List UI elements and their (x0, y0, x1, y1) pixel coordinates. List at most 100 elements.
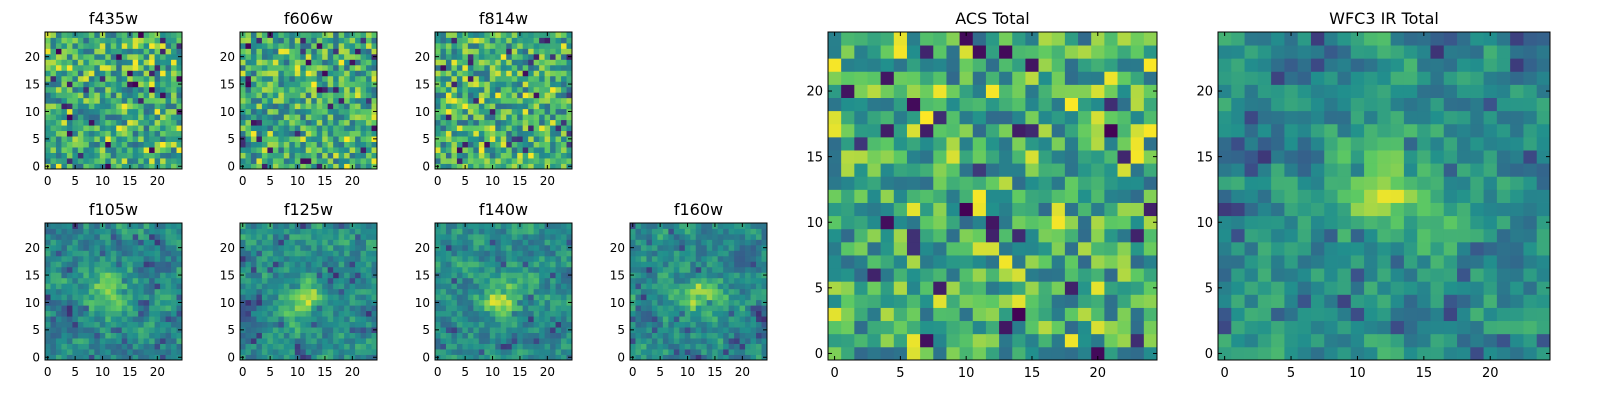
heatmap-cell (143, 70, 150, 77)
heatmap-cell (630, 305, 636, 312)
heatmap-cell (739, 321, 746, 328)
heatmap-cell (272, 81, 279, 88)
heatmap-cell (484, 42, 491, 49)
heatmap-cell (250, 244, 257, 251)
heatmap-cell (1091, 294, 1105, 308)
heatmap-cell (176, 310, 183, 317)
heatmap-cell (121, 255, 128, 262)
heatmap-cell (300, 244, 307, 251)
heatmap-cell (478, 136, 485, 142)
heatmap-cell (338, 59, 345, 66)
heatmap-cell (651, 316, 658, 323)
heatmap-cell (132, 81, 139, 88)
heatmap-cell (668, 316, 675, 323)
heatmap-cell (143, 86, 150, 93)
heatmap-cell (143, 103, 150, 110)
heatmap-cell (360, 228, 367, 235)
heatmap-cell (533, 250, 540, 257)
heatmap-cell (451, 343, 458, 350)
heatmap-cell (61, 42, 68, 49)
heatmap-cell (171, 288, 177, 295)
heatmap-cell (723, 272, 730, 279)
heatmap-cell (300, 152, 307, 159)
heatmap-cell (333, 244, 340, 251)
heatmap-cell (333, 70, 340, 77)
heatmap-cell (533, 239, 540, 246)
heatmap-cell (105, 250, 112, 257)
heatmap-cell (333, 75, 340, 82)
heatmap-cell (462, 255, 469, 262)
heatmap-cell (283, 266, 290, 273)
heatmap-cell (1143, 307, 1158, 322)
heatmap-cell (316, 125, 323, 132)
heatmap-cell (45, 130, 51, 137)
heatmap-cell (240, 86, 246, 93)
heatmap-cell (445, 103, 452, 110)
heatmap-cell (728, 327, 735, 333)
heatmap-cell (261, 97, 268, 104)
heatmap-cell (311, 59, 318, 66)
heatmap-cell (250, 255, 257, 262)
heatmap-cell (289, 81, 296, 88)
heatmap-cell (250, 305, 257, 312)
heatmap-cell (734, 338, 740, 344)
heatmap-cell (484, 136, 491, 142)
heatmap-cell (566, 277, 573, 284)
heatmap-cell (435, 255, 441, 262)
heatmap-cell (761, 321, 768, 328)
heatmap-cell (311, 81, 318, 88)
heatmap-cell (88, 332, 95, 339)
heatmap-cell (45, 338, 51, 344)
heatmap-cell (283, 103, 290, 110)
heatmap-cell (739, 261, 746, 268)
heatmap-cell (338, 321, 345, 328)
heatmap-cell (50, 327, 57, 333)
heatmap-cell (920, 320, 934, 335)
heatmap-cell (435, 48, 441, 55)
heatmap-cell (360, 92, 367, 99)
heatmap-cell (561, 59, 567, 66)
heatmap-cell (1025, 307, 1039, 322)
heatmap-cell (999, 215, 1013, 230)
heatmap-cell (316, 244, 323, 251)
heatmap-cell (467, 338, 474, 344)
heatmap-cell (94, 141, 101, 148)
heatmap-cell (305, 64, 312, 71)
heatmap-cell (72, 103, 79, 110)
heatmap-cell (88, 299, 95, 306)
heatmap-cell (880, 294, 895, 308)
heatmap-cell (435, 37, 441, 44)
heatmap-cell (544, 277, 551, 284)
heatmap-cell (484, 59, 491, 66)
heatmap-cell (522, 42, 529, 49)
heatmap-cell (160, 97, 166, 104)
heatmap-cell (138, 338, 145, 344)
heatmap-cell (371, 125, 378, 132)
heatmap-cell (946, 202, 960, 217)
heatmap-cell (695, 288, 702, 295)
heatmap-cell (300, 327, 307, 333)
heatmap-cell (289, 299, 296, 306)
heatmap-cell (327, 310, 334, 317)
heatmap-cell (533, 92, 540, 99)
heatmap-cell (72, 255, 79, 262)
heatmap-cell (344, 299, 350, 306)
x-tick-label: 15 (512, 174, 527, 188)
heatmap-cell (289, 158, 296, 164)
heatmap-cell (127, 316, 134, 323)
heatmap-cell (451, 103, 458, 110)
heatmap-cell (684, 261, 691, 268)
heatmap-cell (366, 75, 372, 82)
heatmap-cell (1038, 255, 1053, 269)
heatmap-cell (240, 147, 246, 153)
heatmap-cell (739, 250, 746, 257)
heatmap-cell (121, 97, 128, 104)
heatmap-cell (77, 163, 84, 170)
heatmap-cell (127, 261, 134, 268)
heatmap-cell (143, 37, 150, 44)
heatmap-cell (528, 338, 535, 344)
heatmap-cell (555, 244, 562, 251)
heatmap-cell (959, 241, 974, 256)
heatmap-cell (366, 81, 372, 88)
heatmap-cell (344, 114, 350, 121)
